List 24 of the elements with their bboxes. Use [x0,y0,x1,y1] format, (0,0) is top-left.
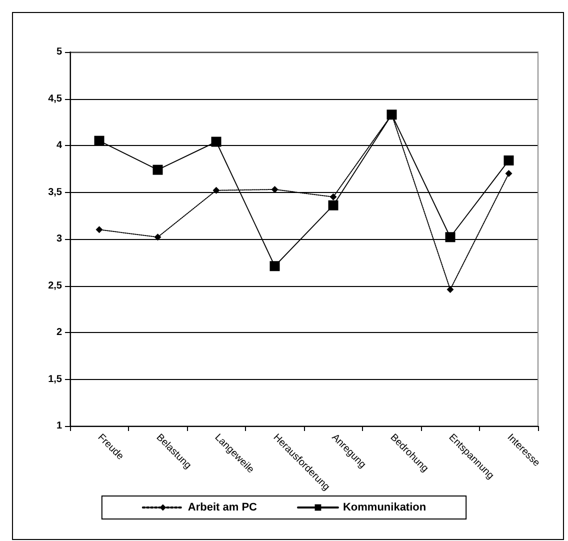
legend-label: Kommunikation [342,502,426,514]
point [330,193,337,200]
point [270,261,280,272]
legend-label: Arbeit am PC [188,502,258,514]
y-tick-label: 5 [56,46,62,58]
point [154,234,162,241]
y-tick-label: 1 [56,420,62,432]
point [94,136,104,146]
point [328,200,338,210]
point [505,170,512,178]
point [96,226,103,234]
point [504,155,514,166]
y-tick-label: 2 [56,327,62,338]
point [271,186,278,193]
y-tick-label: 4 [56,140,62,151]
point [212,186,220,194]
point [211,136,222,147]
y-tick-label: 2,5 [48,280,62,292]
point [152,164,163,175]
point [445,232,456,242]
y-tick-label: 3,5 [48,186,62,198]
y-tick-label: 1,5 [48,374,62,385]
y-tick-label: 4,5 [48,93,62,104]
y-tick-label: 3 [56,234,62,244]
